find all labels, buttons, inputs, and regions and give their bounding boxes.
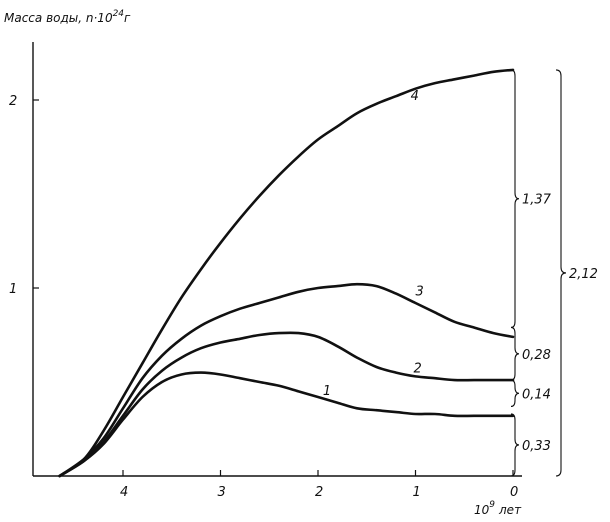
x-tick-label: 1 (413, 485, 421, 500)
series-label-group: 1 2 3 4 (323, 89, 424, 399)
series-line-1 (58, 371, 515, 478)
brace-label: 0,33 (522, 439, 551, 454)
x-tick-label: 3 (218, 485, 226, 500)
series-line-3 (58, 282, 515, 478)
brace-segment (510, 379, 520, 407)
brace-label: 0,14 (522, 387, 551, 402)
axes (32, 42, 522, 477)
series-label-2: 2 (414, 362, 422, 377)
brace-segment (510, 69, 520, 329)
series-line-2 (58, 331, 515, 478)
brace-segment (510, 326, 520, 381)
series-line-4 (58, 68, 515, 478)
brace-label: 0,28 (522, 348, 551, 363)
series-label-1: 1 (323, 384, 331, 399)
series-group (58, 68, 515, 478)
y-tick-label: 1 (9, 282, 17, 297)
brace-label: 2,12 (569, 267, 598, 282)
x-tick-label: 2 (315, 485, 323, 500)
y-axis-title: Масса воды, n·1024г (4, 9, 131, 25)
y-tick-label: 2 (9, 94, 17, 109)
series-label-3: 3 (416, 285, 424, 300)
brace-segment (510, 413, 520, 477)
x-tick-label: 4 (120, 485, 128, 500)
x-tick-label: 0 (510, 485, 518, 500)
annotation-group: 1,37 0,28 0,14 0,33 2,12 (510, 69, 598, 477)
brace-total (555, 69, 567, 477)
brace-label: 1,37 (522, 193, 552, 208)
tick-group: 4 3 2 1 0 2 1 (9, 94, 518, 500)
series-label-4: 4 (411, 89, 419, 104)
x-axis-title: 109 лет (474, 500, 522, 517)
